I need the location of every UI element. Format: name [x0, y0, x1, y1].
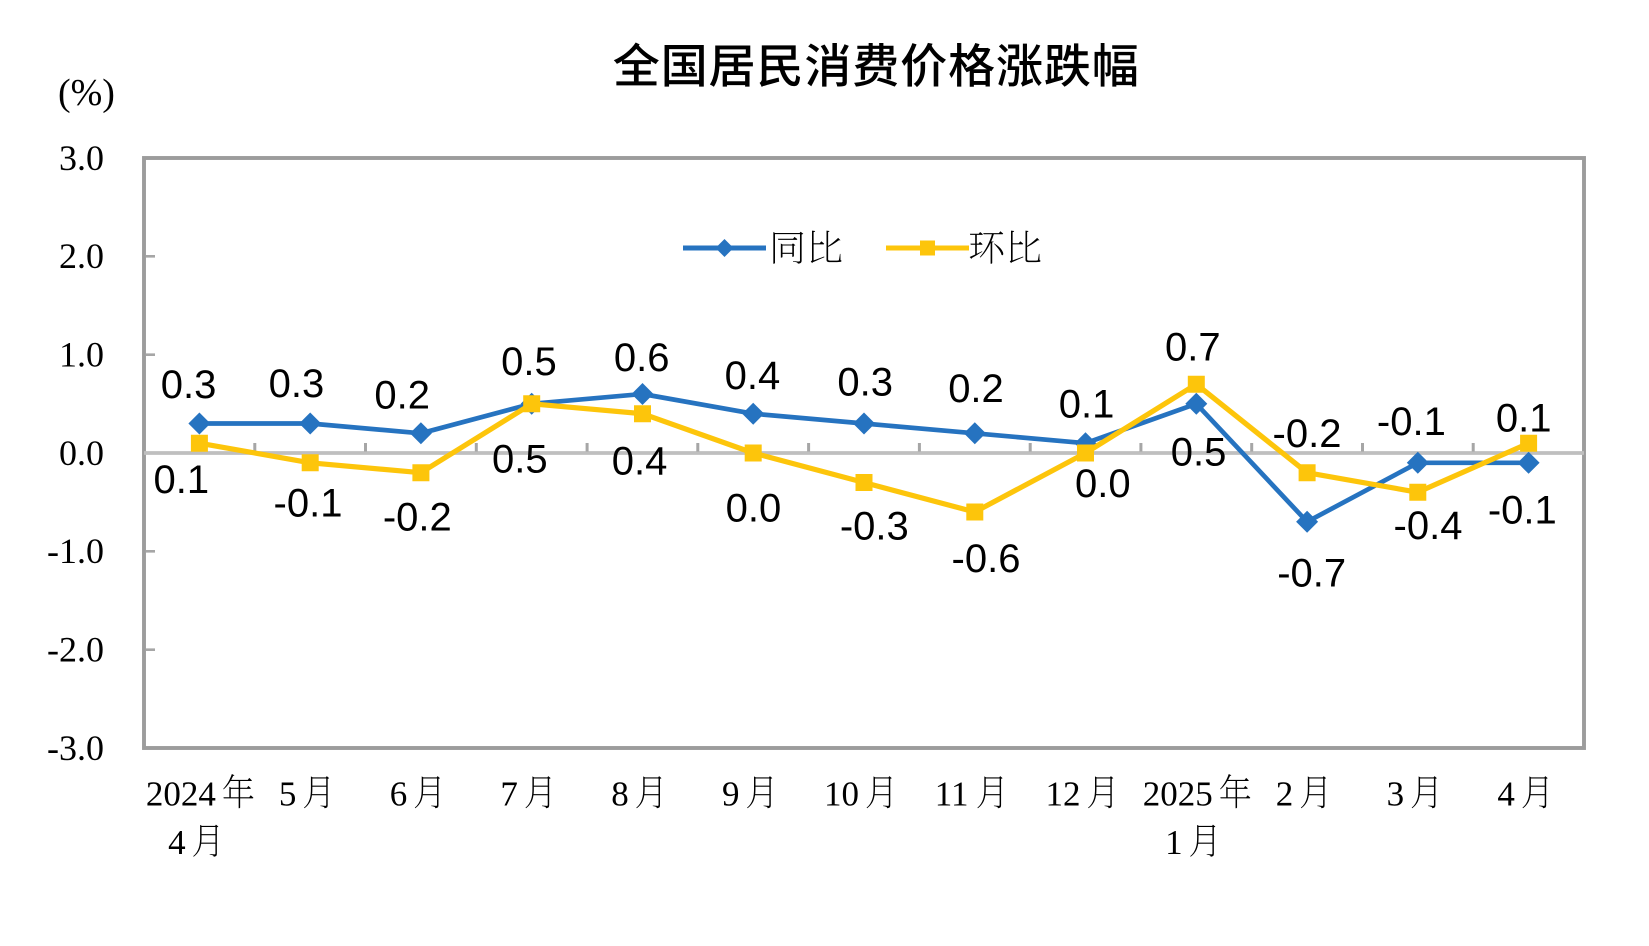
svg-text:0.0: 0.0 [59, 433, 104, 473]
svg-text:12: 12 [1046, 775, 1081, 814]
svg-text:-0.2: -0.2 [383, 496, 452, 540]
svg-text:-0.6: -0.6 [952, 537, 1021, 581]
svg-text:0.5: 0.5 [1171, 431, 1227, 475]
svg-text:2.0: 2.0 [59, 236, 104, 276]
svg-text:-0.1: -0.1 [1377, 400, 1446, 444]
svg-text:-0.7: -0.7 [1277, 552, 1346, 596]
svg-text:0.3: 0.3 [161, 363, 217, 407]
svg-text:7: 7 [500, 775, 518, 814]
svg-text:9: 9 [722, 775, 740, 814]
svg-text:2024: 2024 [146, 775, 216, 814]
svg-text:0.7: 0.7 [1165, 325, 1221, 369]
svg-text:-0.1: -0.1 [1488, 489, 1557, 533]
svg-text:0.0: 0.0 [726, 487, 782, 531]
svg-text:-3.0: -3.0 [47, 728, 104, 768]
svg-text:1.0: 1.0 [59, 335, 104, 375]
svg-text:0.0: 0.0 [1075, 462, 1131, 506]
svg-text:0.3: 0.3 [269, 362, 325, 406]
svg-text:-0.2: -0.2 [1273, 412, 1342, 456]
svg-text:-0.1: -0.1 [274, 482, 343, 526]
svg-text:-1.0: -1.0 [47, 531, 104, 571]
svg-text:0.1: 0.1 [1059, 382, 1115, 426]
svg-text:4: 4 [1497, 775, 1515, 814]
svg-text:10: 10 [824, 775, 859, 814]
svg-text:5: 5 [279, 775, 297, 814]
svg-text:(%): (%) [58, 72, 115, 114]
svg-text:3.0: 3.0 [59, 138, 104, 178]
svg-text:-0.4: -0.4 [1394, 504, 1463, 548]
svg-text:0.2: 0.2 [374, 374, 430, 418]
svg-text:2: 2 [1276, 775, 1294, 814]
svg-text:8: 8 [611, 775, 629, 814]
svg-text:0.4: 0.4 [725, 354, 781, 398]
svg-text:0.1: 0.1 [153, 458, 209, 502]
svg-text:2025: 2025 [1143, 775, 1213, 814]
svg-text:0.2: 0.2 [948, 367, 1004, 411]
svg-text:11: 11 [935, 775, 969, 814]
svg-text:0.6: 0.6 [614, 336, 670, 380]
svg-text:0.1: 0.1 [1496, 396, 1552, 440]
svg-text:3: 3 [1387, 775, 1405, 814]
svg-text:4: 4 [168, 823, 186, 862]
svg-text:6: 6 [390, 775, 408, 814]
svg-text:0.3: 0.3 [837, 361, 893, 405]
svg-text:1: 1 [1165, 823, 1183, 862]
svg-text:-2.0: -2.0 [47, 630, 104, 670]
svg-text:0.5: 0.5 [492, 438, 548, 482]
svg-text:-0.3: -0.3 [840, 505, 909, 549]
svg-text:0.5: 0.5 [501, 340, 557, 384]
svg-text:0.4: 0.4 [612, 440, 668, 484]
